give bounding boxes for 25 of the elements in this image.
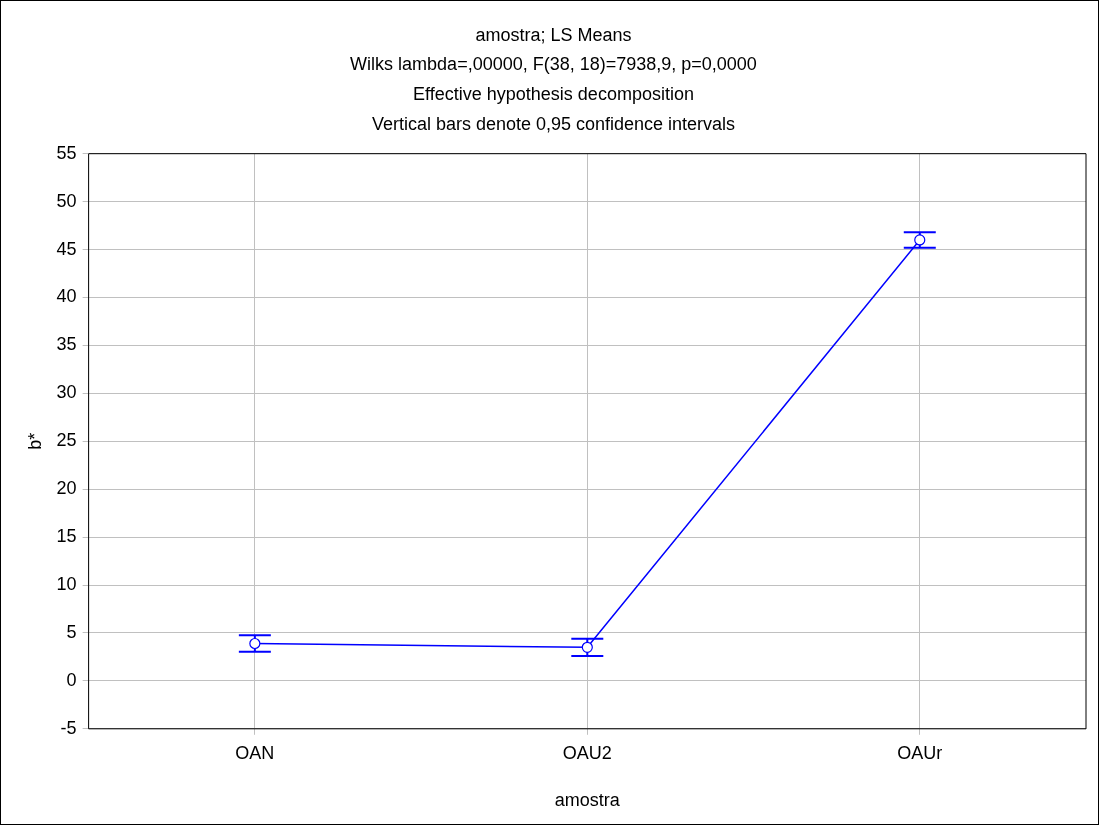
chart-title: amostra; LS Means (475, 24, 632, 45)
x-tick-label: OAN (235, 742, 275, 763)
y-tick-label: 25 (56, 430, 77, 451)
x-tick-label: OAU2 (562, 742, 612, 763)
x-axis-title: amostra (554, 790, 621, 811)
chart-subtitle: Wilks lambda=,00000, F(38, 18)=7938,9, p=0,0000 (350, 54, 757, 75)
x-tick-label: OAUr (897, 742, 943, 763)
y-tick-label: 35 (56, 334, 77, 355)
point (249, 637, 261, 650)
y-tick-label: 50 (56, 190, 77, 211)
y-tick-label: 40 (56, 286, 77, 307)
point (581, 641, 593, 653)
y-tick-label: 15 (56, 526, 77, 547)
y-tick-label: 10 (56, 573, 77, 594)
y-tick-label: 20 (56, 478, 77, 499)
y-tick-label: 5 (66, 621, 77, 642)
y-tick-label: 55 (56, 142, 77, 163)
y-tick-label: 0 (66, 669, 77, 690)
point (914, 234, 926, 246)
text: Vertical bars denote 0,95 confidence intervals (371, 113, 736, 134)
y-axis-title: b* (24, 432, 45, 450)
y-tick-label: 30 (56, 382, 77, 403)
text: Effective hypothesis decomposition (413, 84, 694, 105)
y-tick-label: -5 (60, 717, 77, 738)
y-tick-label: 45 (56, 238, 77, 259)
